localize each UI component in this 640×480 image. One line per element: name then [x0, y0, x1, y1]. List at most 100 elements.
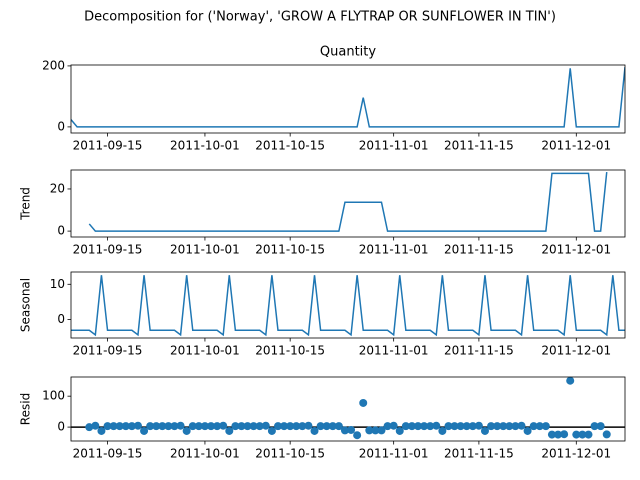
y-axis-label: Resid: [19, 393, 33, 425]
resid-point: [560, 430, 569, 439]
resid-point: [127, 422, 136, 431]
resid-point: [389, 421, 398, 430]
resid-point: [420, 422, 429, 431]
x-tick-label: 2011-12-01: [541, 344, 611, 358]
resid-point: [164, 422, 173, 431]
resid-point: [280, 422, 289, 431]
series-line: [71, 275, 625, 337]
resid-point: [438, 426, 447, 435]
resid-point: [200, 422, 209, 431]
y-axis-label: Seasonal: [19, 278, 33, 332]
resid-point: [176, 421, 185, 430]
resid-point: [480, 426, 489, 435]
resid-point: [286, 422, 295, 431]
resid-point: [188, 422, 197, 431]
resid-point: [450, 422, 459, 431]
figure-title: Decomposition for ('Norway', 'GROW A FLY…: [84, 10, 556, 25]
panel-title: Quantity: [320, 45, 376, 60]
resid-point: [310, 426, 319, 435]
x-tick-label: 2011-11-01: [359, 344, 429, 358]
resid-point: [590, 422, 599, 431]
resid-point: [511, 422, 520, 431]
resid-point: [529, 422, 538, 431]
resid-point: [255, 422, 264, 431]
resid-point: [273, 422, 282, 431]
resid-point: [602, 430, 611, 439]
resid-point: [371, 426, 380, 435]
x-tick-label: 2011-10-01: [170, 139, 240, 153]
resid-point: [554, 430, 563, 439]
series-line: [71, 67, 625, 128]
resid-point: [298, 422, 307, 431]
resid-point: [170, 422, 179, 431]
x-tick-label: 2011-10-15: [255, 344, 325, 358]
x-tick-label: 2011-09-15: [73, 243, 143, 257]
resid-point: [225, 426, 234, 435]
resid-point: [401, 422, 410, 431]
resid-point: [578, 430, 587, 439]
resid-point: [146, 422, 155, 431]
axes-frame: [70, 64, 626, 134]
resid-point: [395, 426, 404, 435]
resid-point: [207, 422, 216, 431]
series-line: [88, 172, 608, 232]
y-tick-label: 100: [42, 389, 65, 403]
resid-point: [304, 421, 313, 430]
resid-point: [158, 422, 167, 431]
resid-point: [426, 422, 435, 431]
y-tick-label: 0: [57, 119, 65, 133]
x-tick-label: 2011-11-15: [444, 243, 514, 257]
x-tick-label: 2011-09-15: [73, 344, 143, 358]
resid-point: [133, 421, 142, 430]
y-axis-label: Trend: [19, 187, 33, 221]
resid-point: [103, 422, 112, 431]
axes-frame: [70, 169, 626, 238]
resid-point: [231, 422, 240, 431]
resid-point: [493, 422, 502, 431]
resid-point: [505, 422, 514, 431]
resid-point: [109, 422, 118, 431]
x-tick-label: 2011-09-15: [73, 139, 143, 153]
resid-point: [584, 430, 593, 439]
x-tick-label: 2011-10-15: [255, 243, 325, 257]
resid-point: [462, 422, 471, 431]
resid-point: [340, 426, 349, 435]
resid-point: [596, 422, 605, 431]
y-tick-label: 0: [57, 224, 65, 238]
resid-point: [383, 422, 392, 431]
resid-point: [487, 422, 496, 431]
resid-point: [456, 422, 465, 431]
axes-frame: [70, 376, 626, 442]
y-tick-label: 200: [42, 58, 65, 72]
y-tick-label: 10: [50, 277, 65, 291]
resid-point: [322, 422, 331, 431]
resid-point: [535, 422, 544, 431]
resid-point: [547, 430, 556, 439]
resid-point: [249, 422, 258, 431]
x-tick-label: 2011-10-01: [170, 243, 240, 257]
x-tick-label: 2011-10-15: [255, 447, 325, 461]
resid-point: [353, 431, 362, 440]
resid-point: [261, 421, 270, 430]
resid-point: [328, 422, 337, 431]
x-tick-label: 2011-11-15: [444, 139, 514, 153]
resid-point: [292, 422, 301, 431]
resid-point: [566, 376, 575, 385]
x-tick-label: 2011-10-01: [170, 344, 240, 358]
resid-point: [182, 426, 191, 435]
x-tick-label: 2011-11-01: [359, 243, 429, 257]
y-tick-label: 0: [57, 312, 65, 326]
resid-point: [541, 422, 550, 431]
x-tick-label: 2011-12-01: [541, 243, 611, 257]
y-tick-label: 20: [50, 181, 65, 195]
resid-point: [85, 423, 94, 432]
y-tick-label: 0: [57, 420, 65, 434]
resid-point: [572, 430, 581, 439]
resid-point: [140, 426, 149, 435]
resid-point: [152, 422, 161, 431]
resid-point: [194, 422, 203, 431]
resid-point: [517, 421, 526, 430]
x-tick-label: 2011-11-01: [359, 447, 429, 461]
